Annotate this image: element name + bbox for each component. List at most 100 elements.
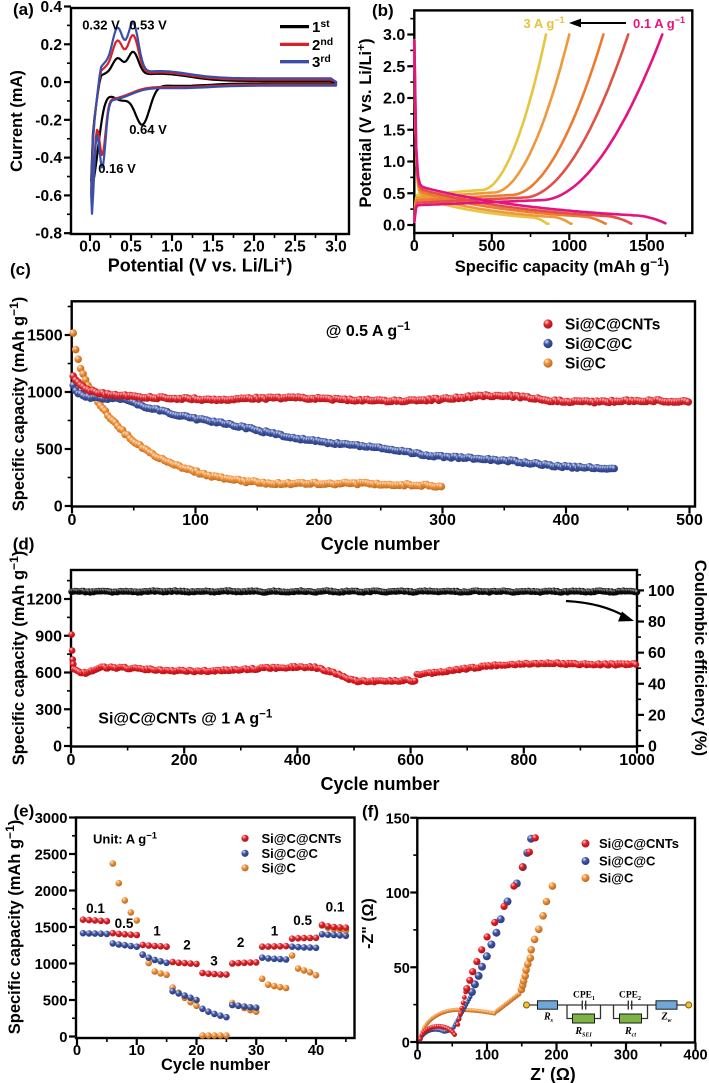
- svg-text:40: 40: [308, 1043, 324, 1059]
- svg-text:400: 400: [683, 1048, 707, 1064]
- svg-text:100: 100: [648, 583, 675, 600]
- svg-text:Z' (Ω): Z' (Ω): [530, 1064, 575, 1083]
- svg-text:2000: 2000: [35, 884, 68, 900]
- svg-text:0.16 V: 0.16 V: [98, 161, 136, 176]
- svg-text:Si@C@CNTs: Si@C@CNTs: [262, 831, 342, 846]
- svg-text:-Z" (Ω): -Z" (Ω): [360, 898, 377, 949]
- svg-text:1: 1: [271, 924, 279, 939]
- svg-text:0: 0: [73, 1043, 81, 1059]
- svg-text:1500: 1500: [27, 328, 63, 345]
- svg-text:0: 0: [54, 499, 63, 516]
- svg-text:0.5: 0.5: [293, 913, 312, 928]
- svg-text:3: 3: [210, 954, 218, 969]
- svg-text:0: 0: [402, 1036, 410, 1052]
- svg-text:500: 500: [43, 994, 68, 1010]
- svg-text:500: 500: [36, 442, 63, 459]
- svg-text:3.0: 3.0: [325, 239, 347, 256]
- svg-text:10: 10: [129, 1043, 145, 1059]
- svg-text:Si@C@C: Si@C@C: [262, 846, 319, 861]
- svg-text:150: 150: [386, 811, 410, 827]
- svg-text:RSEI: RSEI: [574, 1026, 592, 1039]
- svg-text:0.5: 0.5: [115, 916, 134, 931]
- svg-text:Cycle number: Cycle number: [321, 534, 440, 554]
- svg-text:1500: 1500: [35, 921, 68, 937]
- svg-text:0.0: 0.0: [383, 218, 405, 235]
- svg-text:CPE1: CPE1: [573, 991, 595, 1003]
- svg-text:1.5: 1.5: [383, 122, 405, 139]
- svg-text:Si@C: Si@C: [565, 356, 606, 373]
- svg-text:0.1: 0.1: [86, 901, 105, 916]
- svg-text:Specific capacity (mAh g−1): Specific capacity (mAh g−1): [455, 255, 670, 276]
- svg-text:0: 0: [410, 238, 419, 255]
- svg-text:@ 0.5 A g−1: @ 0.5 A g−1: [326, 321, 411, 340]
- svg-text:0: 0: [59, 1030, 67, 1046]
- svg-text:(d): (d): [13, 535, 35, 554]
- svg-text:(f): (f): [362, 802, 379, 821]
- svg-text:Si@C@C: Si@C@C: [565, 336, 632, 353]
- svg-text:0: 0: [68, 512, 77, 529]
- svg-text:2.0: 2.0: [383, 91, 405, 108]
- svg-text:200: 200: [171, 752, 198, 769]
- svg-text:-0.8: -0.8: [35, 226, 62, 243]
- svg-text:400: 400: [284, 752, 311, 769]
- svg-text:100: 100: [475, 1048, 499, 1064]
- svg-text:Zw: Zw: [660, 1012, 672, 1025]
- svg-text:0.0: 0.0: [40, 75, 62, 92]
- svg-text:3.0: 3.0: [383, 27, 405, 44]
- svg-text:500: 500: [478, 238, 505, 255]
- svg-text:0.0: 0.0: [79, 239, 101, 256]
- svg-text:Si@C@CNTs: Si@C@CNTs: [565, 317, 660, 334]
- svg-text:1000: 1000: [27, 385, 63, 402]
- svg-text:0.53 V: 0.53 V: [129, 18, 167, 33]
- svg-text:200: 200: [306, 512, 333, 529]
- svg-text:Rs: Rs: [543, 1012, 554, 1025]
- svg-text:0: 0: [648, 739, 657, 756]
- svg-text:Si@C@CNTs: Si@C@CNTs: [599, 836, 679, 851]
- svg-text:80: 80: [648, 614, 666, 631]
- svg-text:20: 20: [648, 707, 666, 724]
- svg-text:Specific capacity (mAh g−1): Specific capacity (mAh g−1): [7, 297, 28, 512]
- svg-text:2.0: 2.0: [243, 239, 265, 256]
- svg-text:Cycle number: Cycle number: [320, 774, 439, 794]
- svg-text:1500: 1500: [629, 238, 665, 255]
- svg-text:2500: 2500: [35, 848, 68, 864]
- svg-text:CPE2: CPE2: [619, 991, 641, 1003]
- svg-text:2.5: 2.5: [284, 239, 306, 256]
- svg-text:300: 300: [614, 1048, 638, 1064]
- svg-text:2: 2: [183, 938, 191, 953]
- svg-text:2.5: 2.5: [383, 59, 405, 76]
- svg-text:0: 0: [413, 1048, 421, 1064]
- svg-text:(b): (b): [372, 1, 394, 20]
- svg-text:(a): (a): [13, 0, 34, 19]
- svg-text:Current (mA): Current (mA): [8, 70, 26, 172]
- svg-text:200: 200: [544, 1048, 568, 1064]
- svg-text:Si@C@C: Si@C@C: [599, 854, 656, 869]
- svg-text:50: 50: [394, 961, 410, 977]
- svg-text:-0.6: -0.6: [35, 188, 62, 205]
- svg-text:800: 800: [510, 752, 537, 769]
- svg-text:1000: 1000: [552, 238, 588, 255]
- svg-text:400: 400: [553, 512, 580, 529]
- svg-text:3000: 3000: [35, 811, 68, 827]
- svg-text:2: 2: [237, 935, 245, 950]
- svg-text:Unit: A g−1: Unit: A g−1: [93, 831, 158, 847]
- svg-text:1.0: 1.0: [161, 239, 183, 256]
- svg-text:1.0: 1.0: [383, 154, 405, 171]
- svg-text:Specific capacity (mAh g−1): Specific capacity (mAh g−1): [3, 820, 24, 1035]
- svg-text:500: 500: [676, 512, 703, 529]
- svg-text:Specific capacity (mAh g−1): Specific capacity (mAh g−1): [7, 551, 28, 766]
- svg-text:0.32 V: 0.32 V: [82, 18, 120, 33]
- svg-text:Coulombic efficiency (%): Coulombic efficiency (%): [691, 560, 709, 756]
- svg-text:100: 100: [182, 512, 209, 529]
- svg-text:0.1 A g−1: 0.1 A g−1: [633, 15, 685, 31]
- svg-text:0.2: 0.2: [40, 37, 62, 54]
- svg-text:40: 40: [648, 676, 666, 693]
- svg-text:Si@C: Si@C: [599, 871, 634, 886]
- svg-text:600: 600: [35, 665, 62, 682]
- svg-text:0.5: 0.5: [383, 186, 405, 203]
- svg-text:3rd: 3rd: [312, 53, 331, 71]
- svg-text:Si@C@CNTs @ 1 A g−1: Si@C@CNTs @ 1 A g−1: [98, 709, 273, 728]
- svg-text:3 A g−1: 3 A g−1: [523, 15, 564, 31]
- svg-text:-0.4: -0.4: [35, 150, 62, 167]
- svg-text:100: 100: [386, 886, 410, 902]
